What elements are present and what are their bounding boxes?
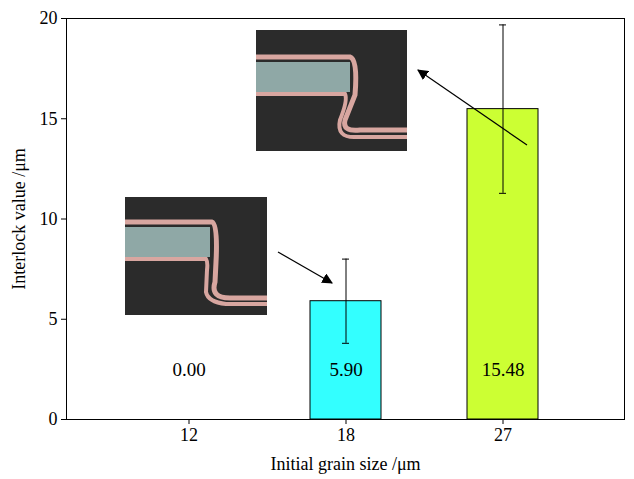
svg-text:20: 20 — [40, 8, 58, 28]
svg-text:27: 27 — [494, 425, 512, 445]
svg-text:0: 0 — [49, 409, 58, 429]
svg-text:10: 10 — [40, 209, 58, 229]
svg-text:15: 15 — [40, 109, 58, 129]
svg-text:5.90: 5.90 — [329, 359, 362, 380]
svg-text:Interlock value /μm: Interlock value /μm — [9, 148, 29, 290]
svg-text:Initial grain size /μm: Initial grain size /μm — [270, 454, 420, 474]
svg-text:12: 12 — [180, 425, 198, 445]
svg-text:15.48: 15.48 — [482, 359, 525, 380]
svg-text:0.00: 0.00 — [172, 359, 205, 380]
svg-text:18: 18 — [337, 425, 355, 445]
svg-text:5: 5 — [49, 309, 58, 329]
